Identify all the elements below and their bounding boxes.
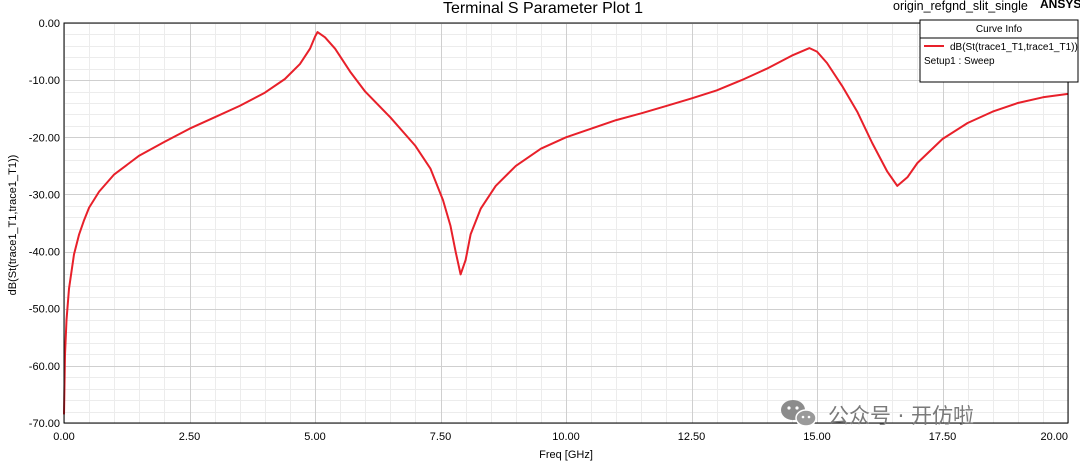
x-tick-label: 0.00 xyxy=(53,431,74,443)
x-tick-label: 7.50 xyxy=(430,431,451,443)
watermark: 公众号 · 开仿啦 xyxy=(781,400,974,428)
y-tick-label: -40.00 xyxy=(29,247,60,259)
plot-border xyxy=(63,22,1069,424)
x-tick-label: 20.00 xyxy=(1040,431,1068,443)
wechat-icon xyxy=(781,400,817,427)
y-tick-label: -70.00 xyxy=(29,418,60,430)
x-tick-label: 2.50 xyxy=(179,431,200,443)
project-name: origin_refgnd_slit_single xyxy=(893,0,1028,13)
curve-info-legend[interactable]: Curve Info dB(St(trace1_T1,trace1_T1)) S… xyxy=(919,19,1079,83)
x-tick-label: 10.00 xyxy=(552,431,580,443)
y-tick-label: -20.00 xyxy=(29,132,60,144)
legend-title: Curve Info xyxy=(976,24,1023,35)
x-tick-label: 15.00 xyxy=(803,431,831,443)
x-tick-label: 17.50 xyxy=(929,431,957,443)
y-tick-label: 0.00 xyxy=(39,18,60,30)
y-tick-label: -60.00 xyxy=(29,361,60,373)
y-tick-labels: 0.00 -10.00 -20.00 -30.00 -40.00 -50.00 -60.00… xyxy=(29,18,60,430)
y-axis-label: dB(St(trace1_T1,trace1_T1)) xyxy=(7,155,19,296)
y-tick-label: -10.00 xyxy=(29,75,60,87)
x-tick-label: 5.00 xyxy=(304,431,325,443)
ansys-brand: ANSYS xyxy=(1040,0,1080,11)
watermark-text: 公众号 · 开仿啦 xyxy=(828,404,974,428)
series-line-s11 xyxy=(63,31,1069,415)
x-tick-label: 12.50 xyxy=(678,431,706,443)
x-tick-labels: 0.00 2.50 5.00 7.50 10.00 12.50 15.00 17.50 20.0… xyxy=(53,431,1068,443)
y-tick-label: -50.00 xyxy=(29,304,60,316)
chart-title: Terminal S Parameter Plot 1 xyxy=(443,0,643,17)
x-axis-label: Freq [GHz] xyxy=(539,449,593,461)
legend-subtitle: Setup1 : Sweep xyxy=(924,56,995,67)
legend-entry: dB(St(trace1_T1,trace1_T1)) xyxy=(950,42,1078,53)
y-tick-label: -30.00 xyxy=(29,189,60,201)
